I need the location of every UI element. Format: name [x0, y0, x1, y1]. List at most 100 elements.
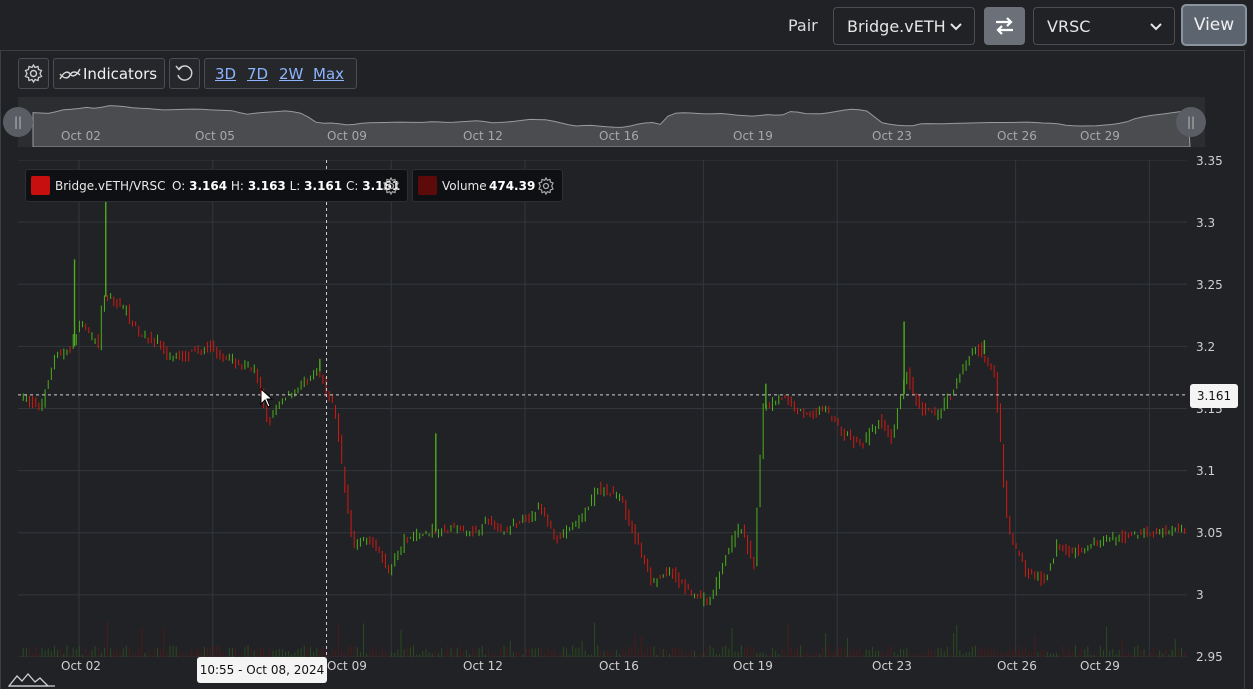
volume-bar: [637, 650, 639, 657]
volume-bar: [316, 648, 318, 657]
navigator-label: Oct 02: [61, 129, 101, 143]
volume-bar: [375, 649, 377, 657]
navigator-right-handle[interactable]: ||: [1176, 107, 1206, 137]
volume-bar: [634, 634, 636, 657]
volume-bar: [809, 654, 811, 657]
volume-bar: [1121, 639, 1123, 657]
volume-bar: [256, 650, 258, 657]
volume-bar: [878, 650, 880, 657]
volume-bar: [32, 653, 34, 657]
reset-chart-button[interactable]: [169, 58, 200, 89]
volume-bar: [669, 653, 671, 657]
chart-panel: [0, 50, 1245, 689]
range-2w-link[interactable]: 2W: [279, 65, 304, 83]
volume-bar: [1024, 647, 1026, 657]
volume-bar: [1099, 645, 1101, 657]
quote-currency-select[interactable]: VRSC: [1033, 7, 1175, 45]
chart-settings-button[interactable]: [18, 58, 49, 89]
volume-bar: [272, 650, 274, 657]
series-settings-gear-icon[interactable]: [380, 175, 402, 197]
volume-bar: [840, 647, 842, 657]
volume-bar: [459, 645, 461, 657]
volume-bar: [871, 646, 873, 657]
volume-bar: [57, 649, 59, 657]
view-button[interactable]: View: [1181, 4, 1247, 46]
volume-bar: [569, 654, 571, 657]
volume-bar: [1037, 652, 1039, 657]
volume-bar: [1018, 645, 1020, 657]
volume-bar: [181, 651, 183, 657]
volume-bar: [575, 648, 577, 657]
volume-bar: [431, 653, 433, 657]
range-3d-link[interactable]: 3D: [215, 65, 237, 83]
volume-bar: [547, 647, 549, 657]
navigator-left-handle[interactable]: ||: [3, 107, 33, 137]
indicators-button[interactable]: Indicators: [53, 58, 165, 89]
volume-bar: [659, 648, 661, 657]
volume-bar: [1031, 651, 1033, 657]
volume-bar: [981, 645, 983, 657]
volume-bar: [974, 645, 976, 657]
volume-bar: [47, 648, 49, 657]
volume-bar: [578, 647, 580, 657]
volume-bar: [1087, 646, 1089, 657]
range-7d-link[interactable]: 7D: [247, 65, 269, 83]
volume-bar: [63, 653, 65, 657]
volume-bar: [300, 648, 302, 657]
volume-bar: [999, 652, 1001, 657]
volume-bar: [1009, 645, 1011, 657]
volume-bar: [737, 651, 739, 657]
volume-bar: [697, 654, 699, 657]
volume-bar: [1056, 652, 1058, 657]
top-bar: Pair Bridge.vETH VRSC View: [0, 0, 1253, 50]
volume-bar: [906, 648, 908, 657]
volume-bar: [138, 648, 140, 657]
volume-bar: [619, 653, 621, 657]
base-currency-select[interactable]: Bridge.vETH: [833, 7, 975, 45]
volume-bar: [82, 654, 84, 657]
volume-bar: [853, 651, 855, 657]
volume-bar: [132, 654, 134, 657]
volume-bar: [993, 647, 995, 657]
volume-bar: [640, 635, 642, 657]
volume-bar: [1065, 651, 1067, 657]
volume-bar: [1184, 652, 1186, 657]
volume-bar: [775, 651, 777, 657]
volume-bar: [559, 652, 561, 657]
volume-color-swatch: [418, 176, 437, 195]
volume-bar: [213, 646, 215, 657]
y-tick-label: 3.25: [1196, 278, 1223, 292]
volume-bar: [462, 651, 464, 657]
volume-bar: [672, 647, 674, 657]
y-tick-label: 3.05: [1196, 526, 1223, 540]
volume-bar: [191, 648, 193, 657]
range-max-link[interactable]: Max: [313, 65, 345, 83]
volume-bar: [503, 645, 505, 657]
volume-bar: [541, 649, 543, 657]
price-chart[interactable]: [18, 160, 1187, 657]
volume-bar: [253, 650, 255, 657]
y-tick-label: 3.1: [1196, 464, 1216, 478]
volume-bar: [38, 653, 40, 657]
volume-bar: [28, 648, 30, 657]
volume-label: Volume: [442, 179, 487, 193]
x-tick-label: Oct 23: [872, 659, 912, 673]
volume-bar: [565, 648, 567, 657]
volume-bar: [260, 648, 262, 657]
volume-bar: [740, 645, 742, 657]
swap-pair-button[interactable]: [984, 7, 1025, 45]
volume-bar: [1006, 652, 1008, 657]
volume-bar: [60, 649, 62, 657]
volume-bar: [341, 650, 343, 657]
volume-bar: [675, 648, 677, 657]
volume-bar: [384, 652, 386, 657]
volume-bar: [1131, 654, 1133, 657]
volume-settings-gear-icon[interactable]: [535, 175, 557, 197]
volume-bar: [1112, 648, 1114, 657]
volume-bar: [284, 651, 286, 657]
volume-bar: [122, 648, 124, 657]
volume-bar: [447, 645, 449, 657]
time-navigator[interactable]: [18, 97, 1205, 147]
volume-bar: [1137, 645, 1139, 657]
series-color-swatch: [31, 176, 50, 195]
